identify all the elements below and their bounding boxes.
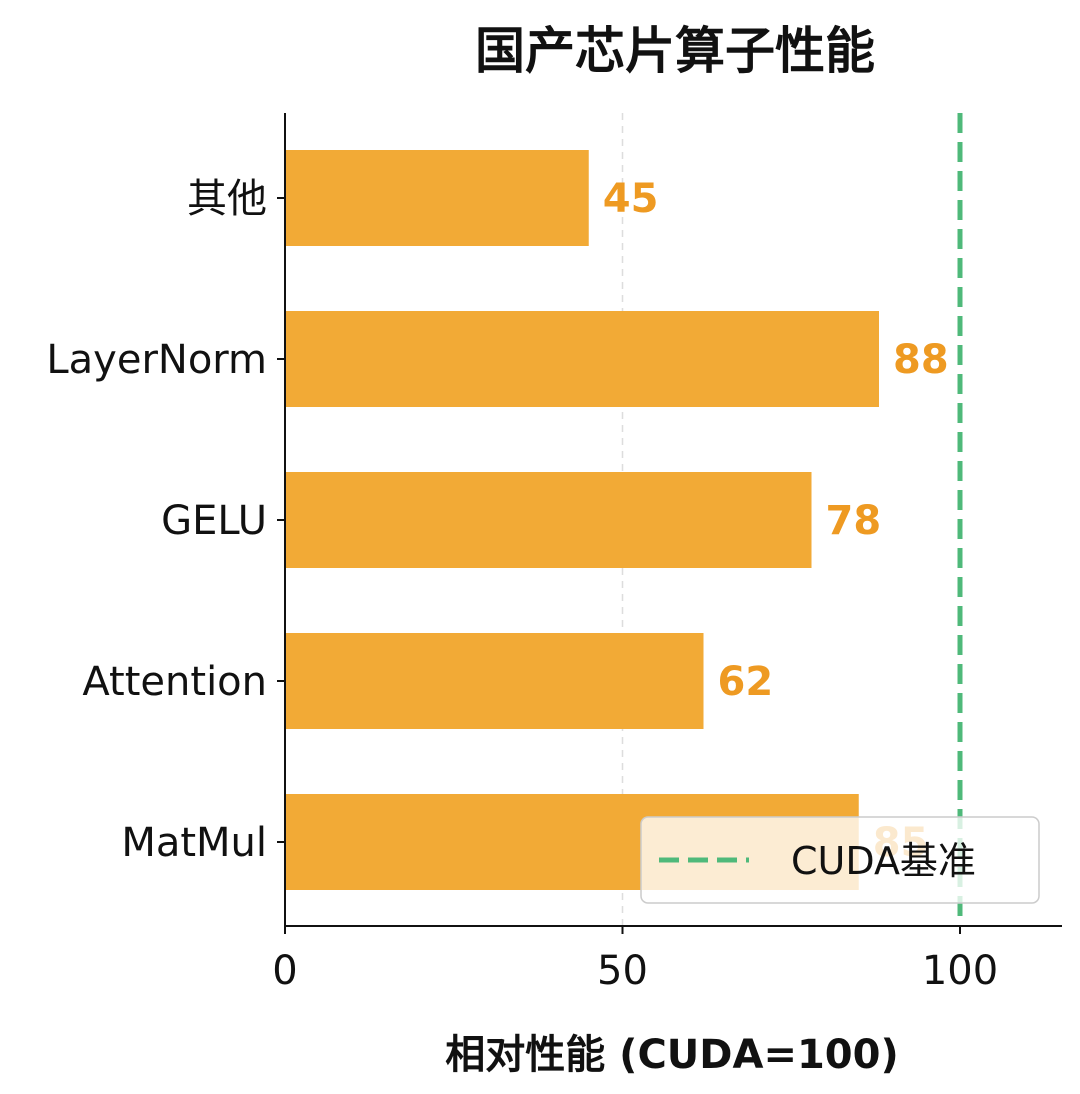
y-tick-label: LayerNorm: [46, 337, 267, 383]
legend-label: CUDA基准: [791, 839, 976, 883]
x-tick-label: 50: [597, 948, 648, 994]
bar: [285, 472, 812, 568]
x-tick-label: 100: [922, 948, 998, 994]
legend-box: [640, 816, 1040, 904]
bar: [285, 633, 704, 729]
bar: [285, 311, 879, 407]
y-tick-label: Attention: [82, 659, 267, 705]
y-tick-label: 其他: [187, 176, 267, 222]
y-tick-label: GELU: [161, 498, 267, 544]
bar: [285, 150, 589, 246]
data-label: 62: [718, 659, 774, 705]
x-axis-label: 相对性能 (CUDA=100): [445, 1032, 899, 1078]
chart-title: 国产芯片算子性能: [475, 22, 875, 80]
axes: MatMul Attention GELU LayerNorm 其他 0 50 100: [46, 113, 1062, 994]
data-label: 45: [603, 176, 659, 222]
legend: CUDA基准: [640, 816, 1040, 904]
x-tick-label: 0: [272, 948, 297, 994]
data-label: 88: [893, 337, 949, 383]
data-label: 78: [826, 498, 882, 544]
y-tick-label: MatMul: [121, 820, 267, 866]
bars: [285, 150, 879, 890]
